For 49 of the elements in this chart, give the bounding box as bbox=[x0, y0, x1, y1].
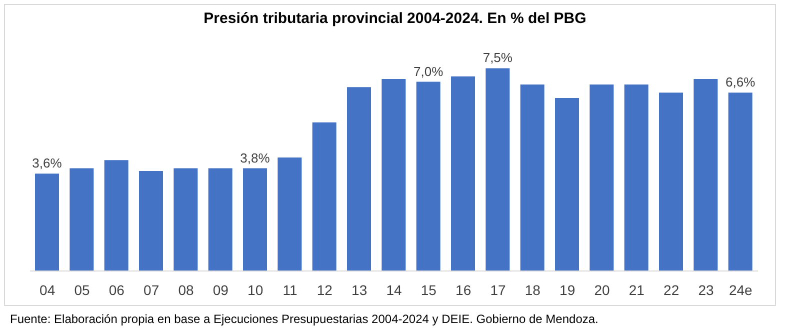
chart-title: Presión tributaria provincial 2004-2024. En % del PBG bbox=[202, 10, 588, 27]
x-tick-label: 06 bbox=[108, 282, 125, 298]
x-tick-label: 12 bbox=[316, 282, 333, 298]
x-tick-label: 22 bbox=[664, 282, 680, 298]
x-tick-label: 13 bbox=[352, 282, 368, 298]
bar bbox=[728, 92, 752, 271]
bar bbox=[243, 168, 267, 271]
x-tick-label: 19 bbox=[560, 282, 576, 298]
bar bbox=[382, 79, 406, 271]
bar bbox=[174, 168, 198, 271]
x-tick-label: 21 bbox=[628, 282, 645, 298]
x-tick-label: 23 bbox=[698, 282, 714, 298]
data-label: 7,5% bbox=[482, 50, 513, 66]
bar bbox=[555, 98, 579, 271]
bar bbox=[416, 82, 440, 271]
x-tick-label: 11 bbox=[282, 282, 298, 298]
x-tick-label: 18 bbox=[524, 282, 541, 298]
data-label: 3,8% bbox=[240, 150, 270, 166]
bar bbox=[590, 84, 614, 271]
bar bbox=[451, 76, 475, 271]
bar bbox=[659, 92, 683, 271]
x-tick-label: 10 bbox=[248, 282, 264, 298]
bar bbox=[70, 168, 94, 271]
bar bbox=[694, 79, 718, 271]
x-tick-label: 09 bbox=[212, 282, 229, 298]
bar bbox=[520, 84, 544, 271]
x-tick-label: 16 bbox=[456, 282, 472, 298]
x-tick-label: 05 bbox=[74, 282, 90, 298]
x-tick-label: 04 bbox=[40, 282, 56, 298]
x-tick-label: 08 bbox=[178, 282, 194, 298]
bar bbox=[486, 68, 510, 271]
bar bbox=[624, 84, 648, 271]
data-label: 6,6% bbox=[726, 74, 756, 90]
x-tick-label: 20 bbox=[594, 282, 610, 298]
x-tick-label: 07 bbox=[144, 282, 160, 298]
bar bbox=[35, 174, 59, 271]
x-tick-label: 15 bbox=[420, 282, 437, 298]
x-tick-label: 24e bbox=[728, 282, 753, 298]
bar bbox=[208, 168, 232, 271]
x-tick-label: 14 bbox=[386, 282, 402, 298]
bar bbox=[347, 87, 371, 271]
bar bbox=[104, 160, 128, 271]
data-label: 7,0% bbox=[414, 64, 444, 79]
source-note: Fuente: Elaboración propia en base a Ejecuciones Presupuestarias 2004-2024 y DEIE. Gobierno de Mendoza. bbox=[10, 312, 598, 326]
x-tick-label: 17 bbox=[490, 282, 506, 298]
bar bbox=[278, 157, 302, 271]
data-label: 3,6% bbox=[32, 156, 62, 171]
bar bbox=[139, 170, 163, 271]
bar bbox=[312, 122, 336, 271]
